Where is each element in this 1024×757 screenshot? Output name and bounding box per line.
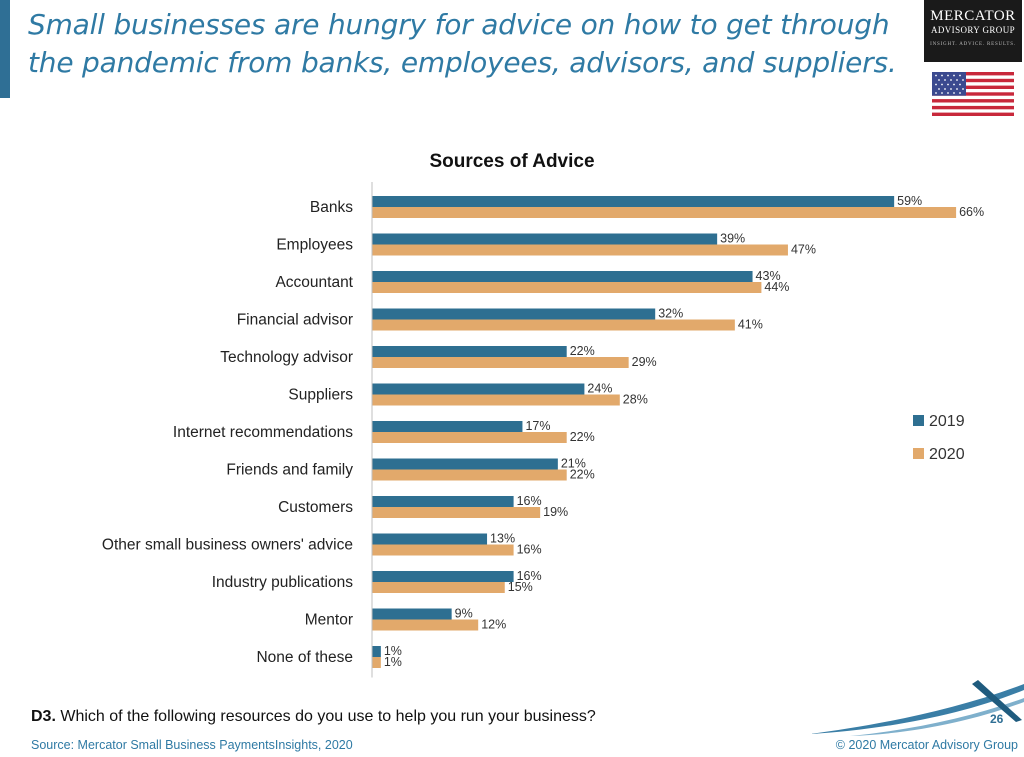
question-number: D3. [31, 708, 56, 725]
bar-2019 [372, 533, 488, 545]
bar-2020 [372, 282, 762, 293]
data-label-2020: 22% [570, 468, 595, 482]
bar-2020 [372, 619, 479, 631]
bar-2020 [372, 507, 541, 518]
category-label: Internet recommendations [173, 424, 353, 441]
bar-2020 [372, 469, 567, 481]
category-label: Suppliers [288, 387, 353, 404]
bar-2020 [372, 582, 505, 593]
data-label-2020: 47% [791, 243, 816, 257]
category-label: None of these [256, 649, 353, 666]
bar-2019 [372, 496, 514, 507]
data-label-2019: 21% [561, 457, 586, 471]
bar-2020 [372, 657, 381, 668]
data-label-2020: 15% [508, 580, 533, 594]
logo-tagline: INSIGHT. ADVICE. RESULTS. [930, 42, 1016, 47]
survey-question: D3. Which of the following resources do … [31, 708, 596, 726]
legend-swatch-2020 [913, 448, 924, 459]
chart-title: Sources of Advice [429, 151, 594, 172]
category-label: Customers [278, 499, 353, 516]
page-number: 26 [990, 712, 1004, 726]
logo-subtitle: ADVISORY GROUP [930, 25, 1016, 35]
bar-2019 [372, 646, 381, 657]
data-label-2020: 19% [543, 505, 568, 519]
bar-2020 [372, 394, 620, 406]
legend-label-2019: 2019 [929, 413, 965, 430]
decorative-swoosh [810, 680, 1024, 736]
bar-2020 [372, 544, 514, 556]
data-label-2019: 43% [756, 269, 781, 283]
sources-of-advice-chart: Sources of Advice Banks 59% 66% Employees 39%… [102, 151, 984, 678]
bar-2019 [372, 271, 753, 282]
bar-2019 [372, 233, 718, 245]
bar-2020 [372, 319, 735, 331]
bar-2019 [372, 196, 895, 207]
bar-2020 [372, 207, 957, 218]
category-label: Banks [310, 199, 353, 216]
data-label-2020: 1% [384, 655, 402, 669]
data-label-2019: 24% [587, 382, 612, 396]
category-label: Financial advisor [237, 312, 353, 329]
bar-2019 [372, 383, 585, 395]
data-label-2019: 9% [455, 607, 473, 621]
category-label: Employees [276, 237, 353, 254]
category-label: Technology advisor [220, 349, 353, 366]
category-label: Industry publications [212, 574, 354, 591]
category-label: Mentor [305, 612, 353, 629]
data-label-2019: 59% [897, 194, 922, 208]
category-label: Friends and family [226, 462, 353, 479]
us-flag-icon [932, 72, 1014, 116]
category-label: Other small business owners' advice [102, 537, 353, 554]
data-label-2019: 13% [490, 532, 515, 546]
bar-2020 [372, 357, 629, 368]
bar-2019 [372, 346, 567, 357]
bar-2019 [372, 421, 523, 432]
data-label-2019: 22% [570, 344, 595, 358]
bar-2020 [372, 432, 567, 443]
data-label-2019: 16% [517, 569, 542, 583]
data-label-2020: 44% [764, 280, 789, 294]
logo-wordmark: MERCATOR [930, 8, 1016, 24]
data-label-2020: 66% [959, 205, 984, 219]
title-accent-bar [0, 0, 10, 98]
data-label-2019: 17% [525, 419, 550, 433]
source-note: Source: Mercator Small Business Payments… [31, 738, 353, 752]
page-headline: Small businesses are hungry for advice o… [28, 8, 897, 79]
legend-label-2020: 2020 [929, 446, 965, 463]
bar-2019 [372, 458, 558, 470]
data-label-2019: 39% [720, 232, 745, 246]
data-label-2019: 16% [517, 494, 542, 508]
data-label-2020: 12% [481, 618, 506, 632]
data-label-2020: 28% [623, 393, 648, 407]
bar-2019 [372, 308, 656, 320]
legend-swatch-2019 [913, 415, 924, 426]
data-label-2020: 16% [517, 543, 542, 557]
bar-2020 [372, 244, 788, 256]
category-label: Accountant [275, 274, 353, 291]
data-label-2020: 22% [570, 430, 595, 444]
data-label-2019: 32% [658, 307, 683, 321]
bar-2019 [372, 608, 452, 620]
data-label-2020: 29% [632, 355, 657, 369]
bar-2019 [372, 571, 514, 582]
copyright-note: © 2020 Mercator Advisory Group [835, 738, 1018, 752]
mercator-logo: MERCATOR ADVISORY GROUP INSIGHT. ADVICE.… [924, 0, 1022, 62]
data-label-2019: 1% [384, 644, 402, 658]
question-text: Which of the following resources do you … [55, 708, 596, 725]
data-label-2020: 41% [738, 318, 763, 332]
